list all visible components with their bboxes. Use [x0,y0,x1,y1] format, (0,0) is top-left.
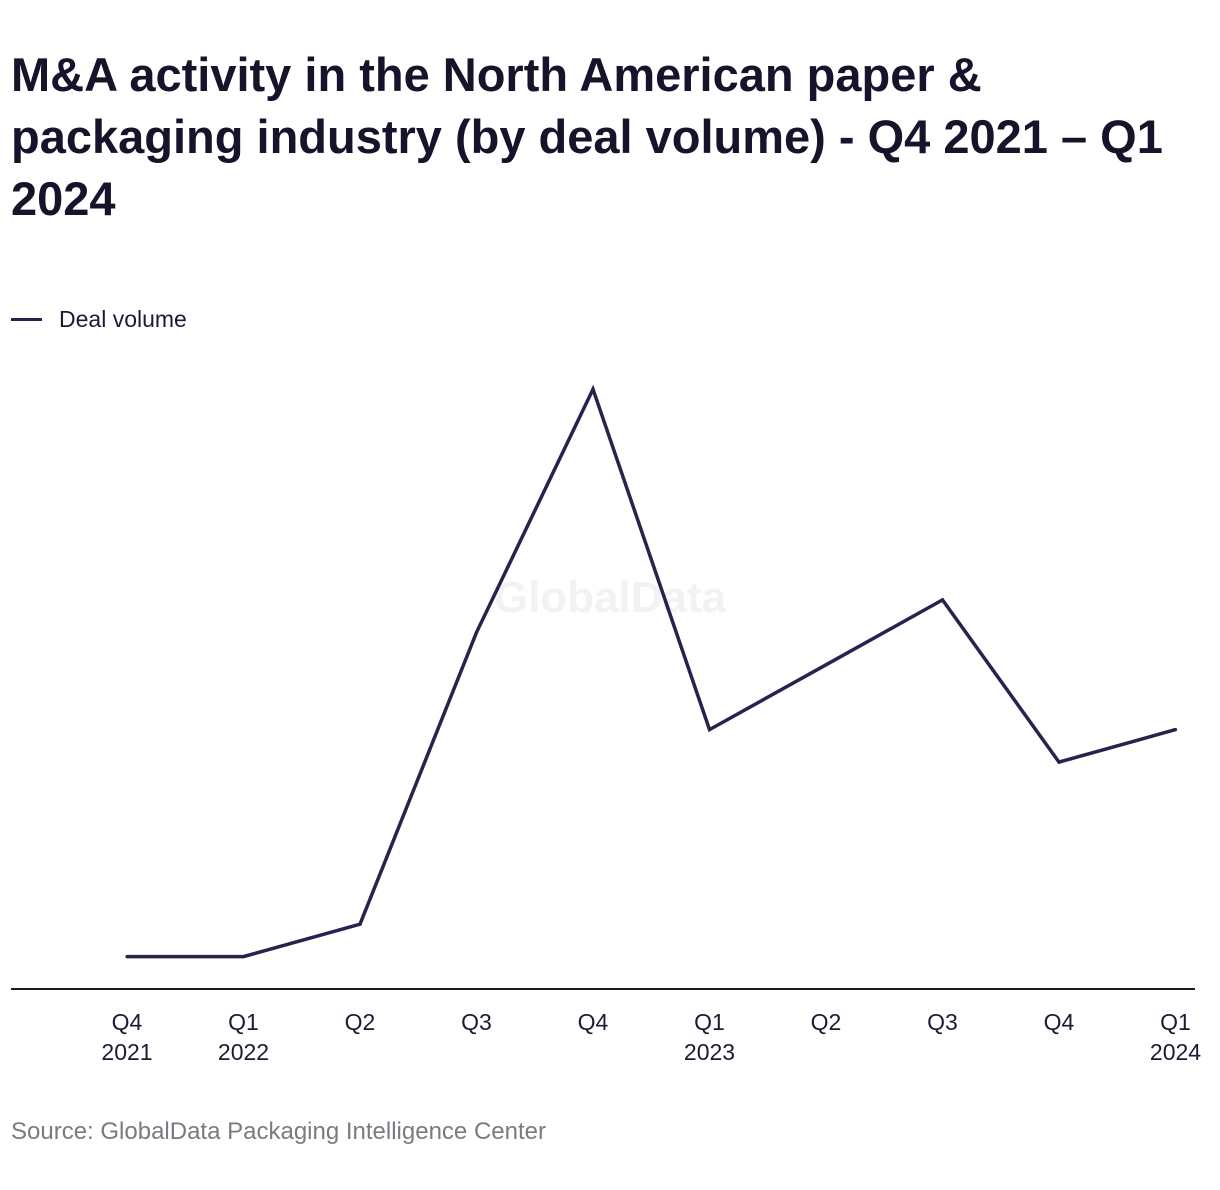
x-tick-label: Q4 2021 [101,1009,152,1065]
x-tick-label: Q1 2023 [684,1009,735,1065]
x-tick-label: Q1 2024 [1150,1009,1201,1065]
x-tick-label: Q3 [927,1009,958,1035]
legend: Deal volume [11,306,187,333]
x-tick-label: Q2 [345,1009,376,1035]
data-point [358,922,362,926]
data-point [474,630,479,635]
x-tick-label: Q1 2022 [218,1009,269,1065]
x-tick-label: Q4 [1044,1009,1075,1035]
data-point [241,955,246,959]
series-line-deal-volume [127,384,1176,959]
data-point [707,728,712,732]
data-point [1173,728,1178,732]
watermark: GlobalData [494,573,727,622]
data-point [824,663,828,667]
data-point [1057,760,1061,764]
source-note: Source: GlobalData Packaging Intelligenc… [11,1118,546,1145]
legend-line-swatch [11,318,42,321]
legend-label: Deal volume [59,306,187,332]
data-point [125,955,129,959]
line-chart: GlobalData Q4 2021 Q1 2022 Q2 Q3 Q4 Q1 2023 Q2 Q3 Q… [11,384,1201,1065]
data-point [591,387,595,391]
data-point [940,598,945,602]
x-tick-label: Q3 [461,1009,492,1035]
chart-title: M&A activity in the North American paper… [11,48,1163,225]
x-tick-label: Q2 [811,1009,842,1035]
x-tick-label: Q4 [578,1009,609,1035]
